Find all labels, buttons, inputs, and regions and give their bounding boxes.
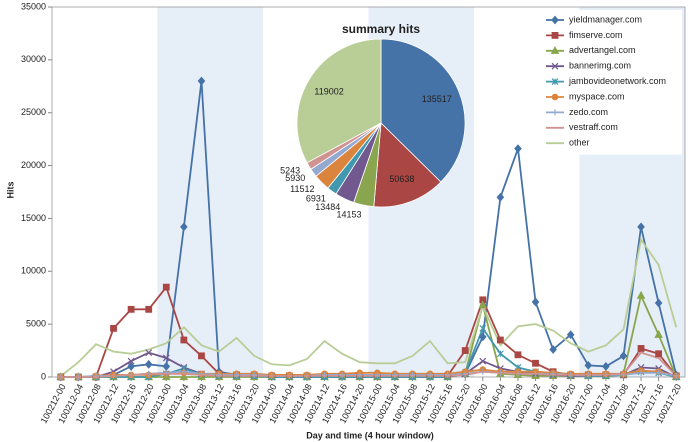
point bbox=[531, 297, 540, 307]
point bbox=[637, 222, 645, 232]
legend-label: advertangel.com bbox=[569, 45, 636, 55]
legend-label: yieldmanager.com bbox=[569, 14, 642, 24]
pie-label: 5930 bbox=[285, 173, 305, 183]
legend-marker bbox=[551, 31, 559, 39]
point bbox=[496, 350, 504, 358]
legend-marker bbox=[551, 78, 559, 86]
point bbox=[496, 192, 505, 202]
x-axis-title: Day and time (4 hour window) bbox=[306, 430, 434, 440]
point bbox=[127, 362, 135, 371]
point bbox=[549, 345, 557, 354]
pie-label: 11512 bbox=[290, 184, 314, 194]
point bbox=[637, 345, 645, 352]
point bbox=[550, 370, 557, 377]
legend-label: jambovideonetwork.com bbox=[568, 76, 666, 86]
legend-label: myspace.com bbox=[569, 91, 625, 101]
legend-label: fimserve.com bbox=[569, 30, 623, 40]
point bbox=[339, 371, 346, 378]
point bbox=[374, 371, 381, 378]
point bbox=[197, 76, 206, 86]
legend-label: zedo.com bbox=[569, 107, 608, 117]
point bbox=[356, 371, 363, 378]
point bbox=[462, 370, 469, 377]
legend-marker bbox=[551, 62, 559, 70]
y-tick-label: 5000 bbox=[26, 319, 46, 329]
point bbox=[584, 360, 593, 370]
point bbox=[145, 305, 153, 313]
point bbox=[251, 371, 258, 378]
point bbox=[427, 371, 434, 378]
point bbox=[198, 352, 205, 360]
point bbox=[655, 350, 663, 358]
legend-label: vestraff.com bbox=[569, 122, 618, 132]
pie-label: 14153 bbox=[336, 209, 361, 219]
point bbox=[479, 357, 487, 365]
legend-marker bbox=[551, 93, 559, 101]
point bbox=[321, 371, 328, 378]
point bbox=[620, 371, 627, 378]
point bbox=[514, 351, 522, 359]
pie-label: 135517 bbox=[422, 94, 452, 104]
y-tick-label: 0 bbox=[41, 371, 46, 381]
point bbox=[532, 359, 539, 367]
point bbox=[233, 371, 240, 378]
y-tick-label: 20000 bbox=[21, 160, 46, 170]
point bbox=[391, 371, 398, 378]
point bbox=[127, 305, 135, 313]
point bbox=[162, 354, 170, 362]
point bbox=[444, 371, 451, 378]
pie-title: summary hits bbox=[342, 22, 420, 36]
point bbox=[409, 371, 416, 378]
y-tick-label: 30000 bbox=[21, 54, 46, 64]
point bbox=[162, 283, 170, 291]
legend-marker bbox=[551, 15, 559, 25]
y-tick-label: 35000 bbox=[21, 1, 46, 11]
pie-slice bbox=[296, 38, 382, 164]
point bbox=[145, 349, 153, 357]
point bbox=[198, 370, 205, 377]
pie-label: 50638 bbox=[389, 174, 414, 184]
pie-slice bbox=[373, 122, 442, 208]
legend-marker bbox=[550, 46, 560, 54]
point bbox=[163, 369, 170, 376]
point bbox=[638, 369, 645, 376]
point bbox=[655, 369, 662, 376]
point bbox=[636, 290, 646, 299]
point bbox=[496, 336, 504, 344]
pie-label: 5243 bbox=[280, 166, 300, 176]
legend-marker bbox=[552, 109, 558, 116]
series-line bbox=[60, 237, 678, 377]
point bbox=[110, 324, 117, 332]
point bbox=[478, 300, 488, 309]
day-shade bbox=[157, 7, 263, 377]
point bbox=[479, 332, 487, 342]
point bbox=[92, 372, 99, 379]
point bbox=[144, 359, 153, 369]
point bbox=[179, 372, 189, 381]
pie-label: 119002 bbox=[314, 86, 343, 96]
point bbox=[619, 351, 628, 361]
point bbox=[216, 371, 223, 378]
point bbox=[654, 298, 663, 308]
y-tick-label: 25000 bbox=[21, 107, 46, 117]
point bbox=[566, 330, 575, 340]
point bbox=[602, 362, 610, 371]
legend-label: bannerimg.com bbox=[569, 61, 631, 71]
point bbox=[127, 357, 135, 365]
point bbox=[461, 347, 469, 354]
point bbox=[654, 329, 663, 338]
point bbox=[514, 144, 522, 154]
y-tick-label: 10000 bbox=[21, 266, 46, 276]
point bbox=[180, 222, 188, 232]
legend-label: other bbox=[569, 138, 590, 148]
pie-label: 13484 bbox=[315, 202, 340, 212]
point bbox=[180, 336, 188, 344]
point bbox=[479, 324, 487, 332]
pie-label: 6931 bbox=[306, 194, 326, 204]
y-tick-label: 15000 bbox=[21, 213, 46, 223]
pie-slice bbox=[380, 38, 466, 183]
y-axis-title: Hits bbox=[5, 181, 15, 198]
